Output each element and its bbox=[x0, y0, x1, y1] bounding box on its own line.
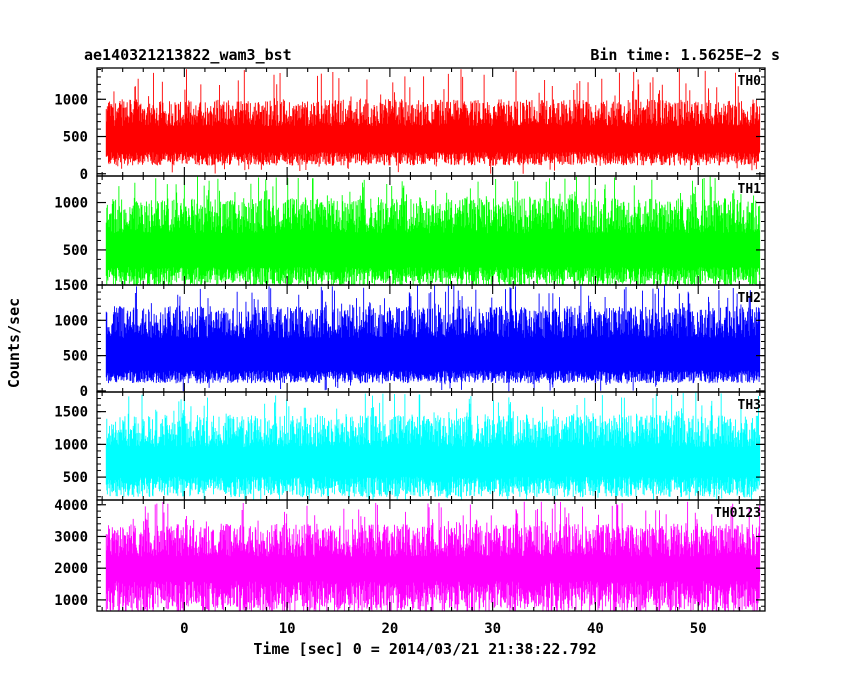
y-tick-label: 1000 bbox=[54, 437, 88, 453]
panel-label-th2: TH2 bbox=[738, 291, 761, 306]
y-tick-label: 1500 bbox=[54, 278, 88, 294]
series-th2 bbox=[105, 285, 761, 392]
x-tick-label: 10 bbox=[279, 621, 296, 637]
series-th1 bbox=[105, 176, 761, 285]
y-tick-label: 1000 bbox=[54, 92, 88, 108]
x-axis-label: Time [sec] 0 = 2014/03/21 21:38:22.792 bbox=[253, 640, 596, 658]
y-tick-label: 0 bbox=[80, 384, 88, 400]
x-tick-label: 20 bbox=[381, 621, 398, 637]
panel-th1: 500 1000 TH1 bbox=[54, 175, 766, 286]
x-tick-label: 50 bbox=[690, 621, 707, 637]
panel-label-th1: TH1 bbox=[738, 182, 762, 197]
y-tick-label: 1000 bbox=[54, 593, 88, 609]
y-axis-label: Counts/sec bbox=[5, 298, 23, 388]
y-tick-label: 4000 bbox=[54, 498, 88, 514]
panel-th0: 0 500 1000 TH0 bbox=[54, 67, 766, 183]
series-th0 bbox=[105, 68, 761, 174]
y-tick-label: 1500 bbox=[54, 405, 88, 421]
panel-label-th0: TH0 bbox=[738, 74, 762, 89]
panel-th3: 500 1000 1500 TH3 bbox=[54, 391, 766, 501]
panel-label-th0123: TH0123 bbox=[714, 506, 761, 521]
plot-title-left: ae140321213822_wam3_bst bbox=[84, 46, 292, 64]
y-tick-label: 500 bbox=[63, 470, 88, 486]
panel-th0123: 1000 2000 3000 4000 TH0123 bbox=[54, 498, 766, 612]
panel-label-th3: TH3 bbox=[738, 398, 761, 413]
panel-th2: 0 500 1000 1500 TH2 bbox=[54, 278, 766, 400]
series-th3 bbox=[105, 392, 761, 500]
y-tick-label: 500 bbox=[63, 349, 88, 365]
y-tick-label: 2000 bbox=[54, 561, 88, 577]
plot-title-right: Bin time: 1.5625E−2 s bbox=[590, 46, 780, 64]
series-th0123 bbox=[105, 501, 761, 611]
panels-group: 05001000TH05001000TH1050010001500TH25001… bbox=[54, 67, 766, 637]
y-tick-label: 500 bbox=[63, 243, 88, 259]
y-tick-label: 0 bbox=[80, 167, 88, 183]
x-tick-label: 40 bbox=[587, 621, 604, 637]
x-tick-label: 0 bbox=[180, 621, 188, 637]
y-tick-label: 1000 bbox=[54, 313, 88, 329]
y-tick-label: 1000 bbox=[54, 196, 88, 212]
y-tick-label: 3000 bbox=[54, 529, 88, 545]
x-tick-label: 30 bbox=[484, 621, 501, 637]
y-tick-label: 500 bbox=[63, 130, 88, 146]
